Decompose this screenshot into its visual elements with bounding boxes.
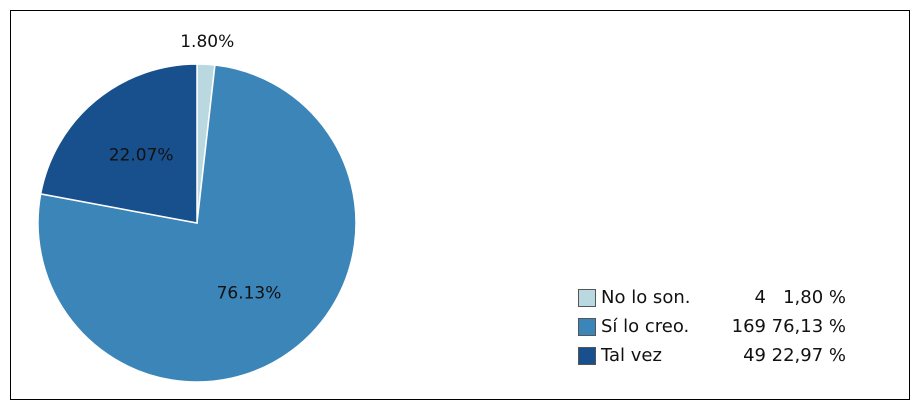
pie-slice-2	[39, 63, 198, 224]
pie-slice-label-1: 76.13%	[217, 283, 282, 303]
legend-item-si-lo-creo: Sí lo creo. 169 76,13 %	[578, 312, 846, 341]
legend-label: No lo son.	[601, 287, 691, 308]
legend-item-no-lo-son: No lo son. 4 1,80 %	[578, 283, 846, 312]
pie-slice-label-0: 1.80%	[180, 32, 234, 52]
chart-legend: No lo son. 4 1,80 % Sí lo creo. 169 76,1…	[578, 283, 846, 370]
legend-percent: 1,80 %	[783, 287, 846, 308]
legend-percent: 22,97 %	[771, 345, 846, 366]
legend-count: 49	[743, 345, 766, 366]
legend-label: Sí lo creo.	[601, 316, 690, 337]
legend-count: 169	[731, 316, 766, 337]
legend-swatch-tal-vez	[578, 346, 596, 365]
legend-swatch-si-lo-creo	[578, 317, 596, 336]
legend-percent: 76,13 %	[771, 316, 846, 337]
pie-slices	[37, 63, 357, 383]
legend-count: 4	[754, 287, 766, 308]
pie-labels: 1.80% 76.13% 22.07%	[109, 32, 282, 303]
legend-swatch-no-lo-son	[578, 288, 596, 307]
legend-label: Tal vez	[601, 345, 662, 366]
pie-slice-label-2: 22.07%	[109, 146, 174, 166]
legend-item-tal-vez: Tal vez 49 22,97 %	[578, 341, 846, 370]
